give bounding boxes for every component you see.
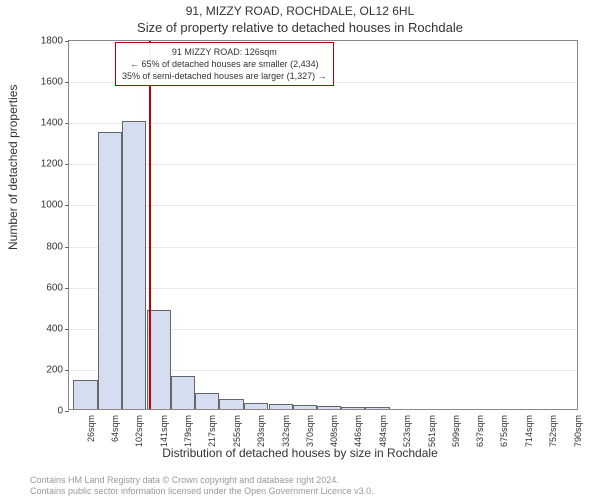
- footer: Contains HM Land Registry data © Crown c…: [0, 475, 600, 498]
- x-tick-label: 523sqm: [402, 415, 412, 447]
- x-tick-label: 714sqm: [524, 415, 534, 447]
- footer-line-2: Contains public sector information licen…: [30, 486, 600, 498]
- annotation-line: 35% of semi-detached houses are larger (…: [122, 70, 327, 82]
- x-tick-label: 599sqm: [451, 415, 461, 447]
- y-tick-label: 200: [46, 364, 63, 375]
- x-tick-label: 293sqm: [256, 415, 266, 447]
- x-tick-label: 370sqm: [305, 415, 315, 447]
- y-tick-mark: [65, 247, 69, 248]
- histogram-bar: [171, 376, 195, 409]
- y-tick-label: 800: [46, 241, 63, 252]
- y-tick-mark: [65, 370, 69, 371]
- y-tick-label: 600: [46, 282, 63, 293]
- y-tick-label: 1200: [41, 159, 63, 170]
- x-tick-label: 102sqm: [134, 415, 144, 447]
- x-tick-label: 255sqm: [232, 415, 242, 447]
- x-tick-label: 790sqm: [573, 415, 583, 447]
- y-tick-mark: [65, 411, 69, 412]
- histogram-bar: [317, 406, 341, 409]
- histogram-bar: [195, 393, 219, 409]
- y-tick-label: 400: [46, 323, 63, 334]
- x-tick-label: 752sqm: [548, 415, 558, 447]
- annotation-line: ← 65% of detached houses are smaller (2,…: [122, 58, 327, 70]
- y-tick-label: 0: [57, 406, 63, 417]
- histogram-bar: [365, 407, 389, 409]
- x-tick-label: 675sqm: [499, 415, 509, 447]
- y-tick-label: 1800: [41, 36, 63, 47]
- histogram-bar: [73, 380, 97, 409]
- x-tick-label: 484sqm: [378, 415, 388, 447]
- y-tick-label: 1400: [41, 118, 63, 129]
- x-axis-label: Distribution of detached houses by size …: [0, 446, 600, 460]
- y-tick-mark: [65, 205, 69, 206]
- y-tick-label: 1600: [41, 77, 63, 88]
- y-tick-mark: [65, 164, 69, 165]
- annotation-line: 91 MIZZY ROAD: 126sqm: [122, 46, 327, 58]
- histogram-bar: [244, 403, 268, 409]
- page-address: 91, MIZZY ROAD, ROCHDALE, OL12 6HL: [0, 4, 600, 18]
- footer-line-1: Contains HM Land Registry data © Crown c…: [30, 475, 600, 487]
- y-tick-mark: [65, 123, 69, 124]
- property-marker-line: [149, 41, 151, 409]
- y-tick-mark: [65, 82, 69, 83]
- x-tick-label: 141sqm: [159, 415, 169, 447]
- histogram-bar: [269, 404, 293, 409]
- property-annotation: 91 MIZZY ROAD: 126sqm← 65% of detached h…: [115, 42, 334, 86]
- y-tick-mark: [65, 288, 69, 289]
- x-tick-label: 408sqm: [329, 415, 339, 447]
- histogram-bar: [341, 407, 365, 409]
- chart-title: Size of property relative to detached ho…: [0, 20, 600, 35]
- histogram-bar: [122, 121, 146, 409]
- y-axis-label: Number of detached properties: [6, 85, 20, 250]
- y-tick-mark: [65, 41, 69, 42]
- plot-area: 02004006008001000120014001600180026sqm64…: [68, 40, 578, 410]
- x-tick-label: 26sqm: [86, 415, 96, 442]
- histogram-bar: [98, 132, 122, 410]
- x-tick-label: 332sqm: [281, 415, 291, 447]
- x-tick-label: 179sqm: [183, 415, 193, 447]
- chart-container: 91, MIZZY ROAD, ROCHDALE, OL12 6HL Size …: [0, 0, 600, 500]
- x-tick-label: 561sqm: [427, 415, 437, 447]
- x-tick-label: 217sqm: [207, 415, 217, 447]
- x-tick-label: 64sqm: [110, 415, 120, 442]
- histogram-bar: [219, 399, 243, 409]
- x-tick-label: 637sqm: [475, 415, 485, 447]
- y-tick-label: 1000: [41, 200, 63, 211]
- histogram-bar: [293, 405, 317, 409]
- y-tick-mark: [65, 329, 69, 330]
- x-tick-label: 446sqm: [353, 415, 363, 447]
